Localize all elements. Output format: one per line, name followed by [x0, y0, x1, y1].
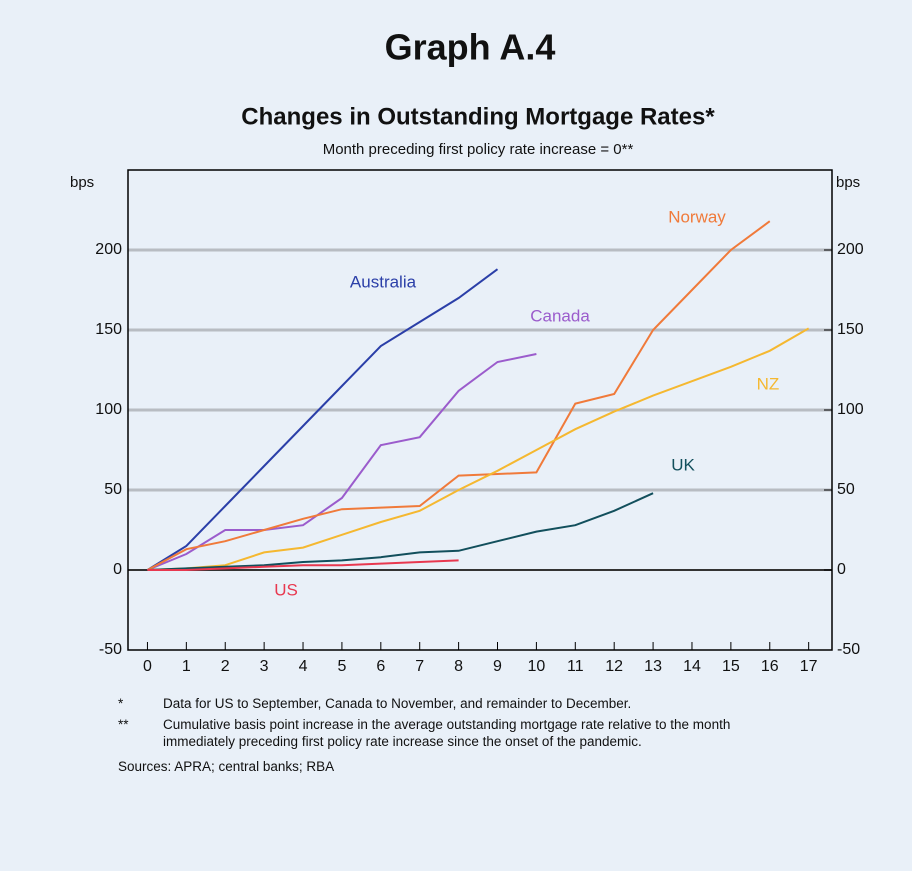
x-tick-label: 0: [143, 658, 152, 675]
series-line: [146, 220, 771, 571]
y-tick-label: -50: [99, 641, 122, 658]
x-tick-label: 16: [761, 658, 779, 675]
x-tick-label: 12: [605, 658, 623, 675]
footnote-text: Data for US to September, Canada to Nove…: [163, 696, 632, 711]
series-label: UK: [671, 455, 695, 474]
x-tick-label: 17: [800, 658, 818, 675]
y2-tick-label: 50: [837, 481, 855, 498]
x-tick-label: 8: [454, 658, 463, 675]
footnote-marker: **: [118, 717, 129, 732]
chart-title: Graph A.4: [385, 27, 556, 68]
x-tick-label: 4: [299, 658, 308, 675]
y2-tick-label: 200: [837, 241, 864, 258]
y-tick-label: 50: [104, 481, 122, 498]
series-label: Canada: [530, 306, 590, 325]
y-tick-label: 100: [95, 401, 122, 418]
y-tick-label: 200: [95, 241, 122, 258]
x-tick-label: 15: [722, 658, 740, 675]
x-tick-label: 3: [260, 658, 269, 675]
x-tick-label: 10: [527, 658, 545, 675]
chart-subtitle: Changes in Outstanding Mortgage Rates*: [241, 103, 715, 130]
footnote-marker: *: [118, 696, 124, 711]
series-line: [147, 559, 459, 571]
chart: Graph A.4 Changes in Outstanding Mortgag…: [70, 27, 864, 676]
sources: Sources: APRA; central banks; RBA: [118, 759, 335, 774]
x-tick-label: 11: [567, 658, 584, 675]
x-tick-label: 5: [337, 658, 346, 675]
x-tick-label: 2: [221, 658, 230, 675]
series-line: [147, 327, 810, 571]
x-tick-label: 14: [683, 658, 701, 675]
y-axis-label: bps: [70, 174, 94, 191]
series-line: [147, 353, 537, 571]
plot-frame: [127, 169, 833, 651]
x-tick-label: 13: [644, 658, 662, 675]
x-tick-label: 1: [182, 658, 191, 675]
y2-tick-label: 0: [837, 561, 846, 578]
x-tick-label: 7: [415, 658, 424, 675]
x-tick-label: 9: [493, 658, 502, 675]
series-label: Australia: [350, 272, 417, 291]
chart-note: Month preceding first policy rate increa…: [323, 141, 634, 158]
y2-axis-label: bps: [836, 174, 860, 191]
footnotes: * Data for US to September, Canada to Nov…: [118, 695, 798, 775]
y2-tick-label: 100: [837, 401, 864, 418]
footnote-text: Cumulative basis point increase in the a…: [163, 717, 731, 749]
series-label: US: [274, 580, 298, 599]
y-tick-label: 0: [113, 561, 122, 578]
y2-tick-label: -50: [837, 641, 860, 658]
series-label: Norway: [668, 207, 726, 226]
series-label: NZ: [757, 374, 780, 393]
y2-tick-label: 150: [837, 321, 864, 338]
x-tick-label: 6: [376, 658, 385, 675]
series-line: [146, 268, 499, 571]
footnote: * Data for US to September, Canada to Nov…: [118, 695, 798, 712]
series-line: [147, 492, 654, 571]
y-tick-label: 150: [95, 321, 122, 338]
footnote: ** Cumulative basis point increase in the…: [118, 716, 798, 750]
